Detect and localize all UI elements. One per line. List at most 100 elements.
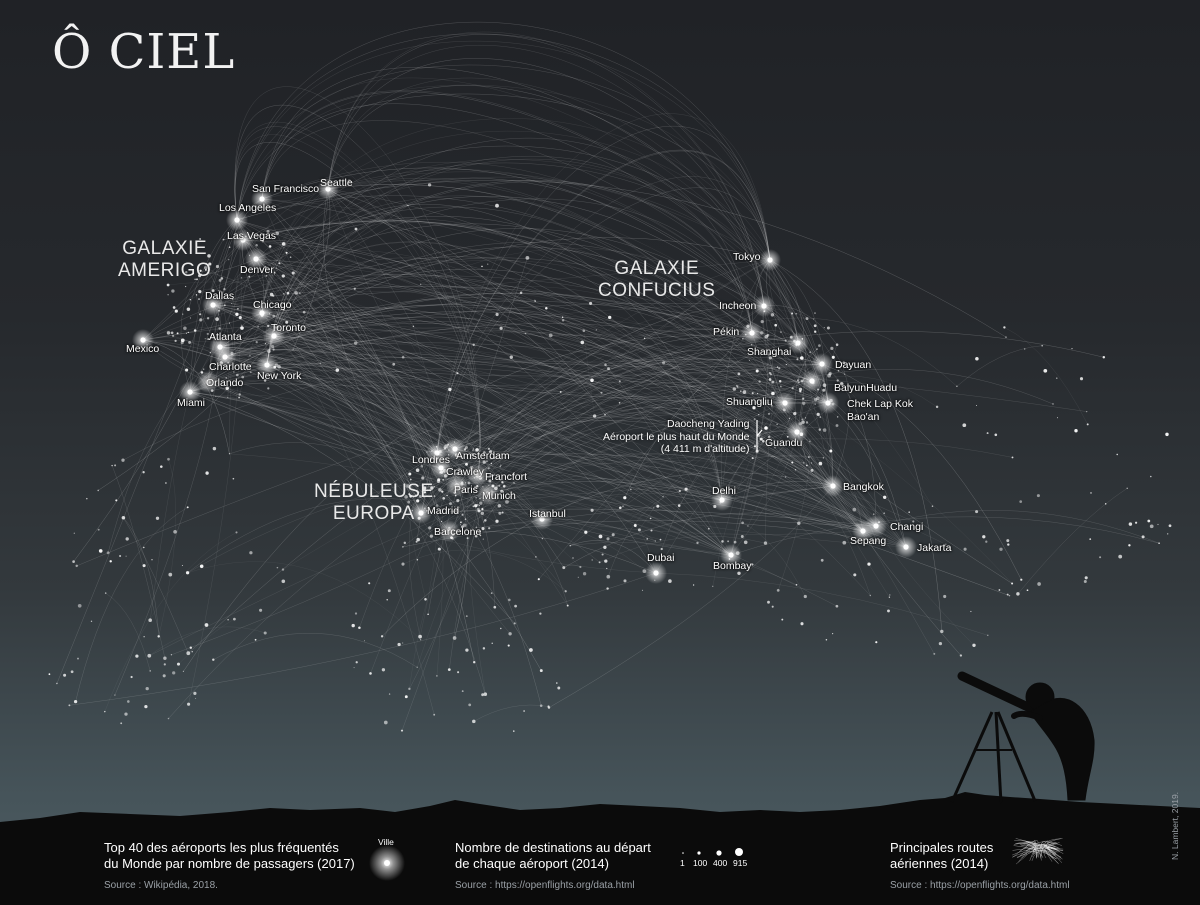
airport-dot (508, 495, 511, 498)
route-line (187, 462, 877, 574)
route-line (405, 496, 426, 600)
airport-dot (493, 605, 497, 609)
airport-dot (534, 300, 536, 302)
airport-dot (606, 587, 609, 590)
airport-dot (460, 532, 462, 535)
airport-dot (963, 547, 967, 551)
route-line (721, 403, 834, 501)
route-line (261, 67, 829, 404)
airport-dot (561, 319, 565, 322)
route-line (261, 306, 864, 532)
route-line (273, 335, 732, 556)
route-line (599, 535, 766, 563)
airport-dot (277, 364, 281, 369)
route-line (236, 219, 442, 469)
route-line (541, 363, 823, 520)
route-line (273, 335, 823, 368)
route-line (122, 368, 834, 487)
airport-dot (149, 670, 151, 672)
airport-dot (641, 589, 644, 591)
route-line (283, 275, 449, 455)
route-line (189, 377, 732, 556)
route-line (401, 505, 480, 731)
route-line (261, 312, 435, 715)
airport-dot (1167, 533, 1169, 535)
route-line (456, 259, 771, 487)
airport-dot (200, 273, 203, 276)
scale-label-1: 1 (680, 858, 685, 868)
airport-dot (1147, 519, 1151, 523)
city-label-baiyun-huadu: BaiyunHuadu (834, 382, 898, 394)
airport-dot (121, 458, 125, 462)
route-line (224, 321, 907, 548)
airport-dot (580, 340, 585, 345)
route-line (236, 171, 771, 261)
region-line-1: GALAXIE (614, 258, 700, 279)
airport-dot (751, 392, 754, 395)
airport-dot (488, 450, 493, 454)
airport-dot (249, 551, 253, 555)
airport-dot (268, 245, 272, 248)
airport-dot (606, 537, 610, 541)
airport-dot (199, 238, 201, 240)
top-airport-dot (222, 354, 228, 360)
airport-dot (408, 472, 412, 476)
airport-dot (1158, 542, 1160, 544)
route-line (283, 275, 732, 556)
route-line (763, 305, 877, 527)
route-line (212, 304, 456, 450)
airport-dot (416, 559, 419, 561)
airport-dot (472, 448, 474, 450)
airport-dot (294, 291, 298, 295)
route-line (678, 431, 798, 506)
route-line (448, 460, 834, 532)
airport-dot (606, 567, 608, 570)
route-line (721, 342, 799, 501)
legend-route-line (1026, 841, 1058, 852)
route-line (189, 323, 823, 393)
airport-dot (889, 594, 891, 596)
airport-dot (770, 444, 772, 446)
airport-dot (215, 395, 217, 397)
airport-dot (600, 391, 603, 394)
top-airport-dot (819, 361, 825, 367)
airport-dot (809, 440, 811, 443)
route-line (448, 530, 657, 574)
airport-dot (212, 446, 217, 451)
airport-dot (358, 626, 361, 629)
route-line (207, 374, 772, 387)
route-line (624, 342, 799, 498)
airport-dot (985, 540, 988, 543)
airport-dot (1023, 348, 1026, 350)
legend-line-1: Nombre de destinations au départ (455, 840, 651, 855)
airport-dot (185, 571, 190, 575)
airport-dot (491, 642, 493, 644)
region-galaxie-amerigo: GALAXIE AMERIGO (118, 238, 211, 282)
airport-dot (406, 484, 410, 488)
route-line (212, 205, 409, 306)
route-line (570, 540, 657, 574)
airport-dot (758, 413, 760, 416)
route-line (605, 364, 730, 560)
airport-dot (48, 673, 51, 676)
route-line (266, 198, 753, 366)
airport-dot (604, 559, 608, 563)
route-line (570, 542, 797, 586)
airport-dot (442, 496, 446, 500)
route-line (261, 198, 439, 482)
airport-dot (480, 511, 485, 516)
airport-dot (488, 479, 492, 483)
legend-route-line (1028, 841, 1047, 852)
airport-dot (606, 574, 611, 579)
legend-route-line (1016, 842, 1057, 858)
airport-dot (1099, 556, 1102, 559)
airport-dot (822, 457, 825, 459)
airport-dot (1086, 410, 1088, 413)
airport-dot (826, 326, 830, 330)
airport-dot (785, 364, 787, 366)
airport-dot (187, 702, 191, 706)
route-line (207, 305, 765, 383)
airport-dot (465, 615, 468, 617)
airport-dot (416, 537, 420, 542)
